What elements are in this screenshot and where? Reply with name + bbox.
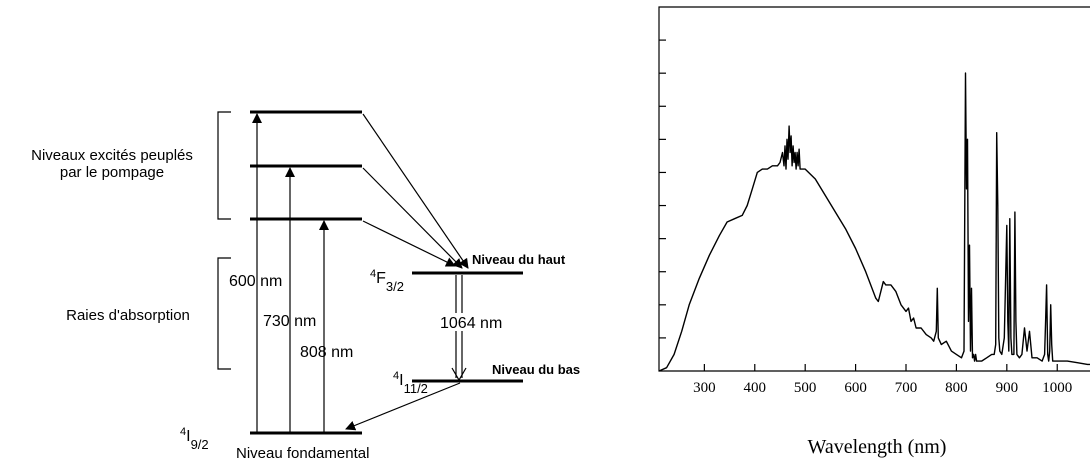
x-tick-label: 400: [744, 380, 767, 396]
ground-level-name: Niveau fondamental: [236, 445, 369, 462]
x-tick-label: 500: [794, 380, 817, 396]
excited-bracket-label-line1: Niveaux excités peuplés: [31, 147, 193, 164]
x-axis-label: Wavelength (nm): [808, 436, 947, 458]
x-axis-ticks: [703, 364, 1058, 371]
lower-level-name: Niveau du bas: [492, 362, 580, 377]
wavelength-label-600: 600 nm: [229, 273, 282, 290]
spectrum-series-line: [658, 72, 1090, 372]
relaxation-arrow-3: [362, 220, 456, 267]
wavelength-label-1064: 1064 nm: [440, 315, 502, 332]
x-tick-label: 300: [693, 380, 716, 396]
x-tick-label: 800: [945, 380, 968, 396]
absorption-bracket: [217, 257, 231, 370]
x-axis-tick-labels: 300 400 500 600 700 800 900 1000: [693, 380, 1072, 396]
wavelength-label-730: 730 nm: [263, 313, 316, 330]
energy-level-diagram: Niveaux excités peuplés par le pompage R…: [31, 110, 580, 462]
lower-level-term: 4I11/2: [393, 370, 428, 396]
excited-bracket-label-line2: par le pompage: [60, 164, 164, 181]
plot-frame: [658, 6, 1090, 372]
x-tick-label: 600: [844, 380, 867, 396]
x-tick-label: 700: [895, 380, 918, 396]
upper-level-term: 4F3/2: [370, 268, 404, 294]
x-tick-label: 900: [996, 380, 1019, 396]
spectrum-chart: 300 400 500 600 700 800 900 1000 Wavelength (nm…: [658, 6, 1090, 458]
x-tick-label: 1000: [1042, 380, 1072, 396]
ground-level-term: 4I9/2: [180, 426, 209, 452]
relaxation-arrow-1: [362, 113, 469, 269]
upper-level-name: Niveau du haut: [472, 252, 566, 267]
y-axis-ticks: [659, 39, 666, 339]
relaxation-arrow-2: [362, 167, 463, 269]
excited-bracket: [217, 111, 231, 220]
wavelength-label-808: 808 nm: [300, 344, 353, 361]
decay-arrow-to-ground: [345, 382, 461, 431]
absorption-bracket-label: Raies d'absorption: [66, 307, 190, 324]
laser-transition-arrowhead: [451, 367, 467, 382]
